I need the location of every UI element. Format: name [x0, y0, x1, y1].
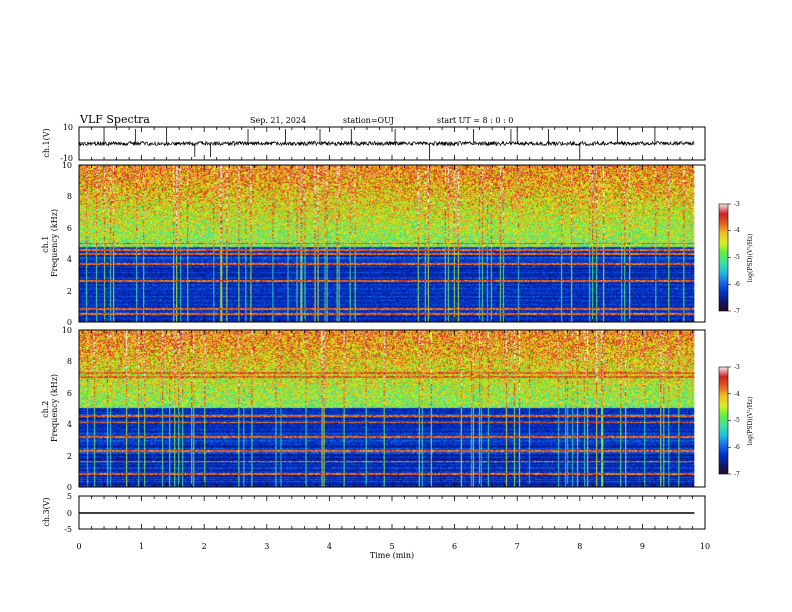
ch2-ytick-6: 6	[67, 389, 72, 398]
ch1-cbar-tick-m6: -6	[734, 281, 740, 288]
ch1-waveform-line	[78, 140, 695, 147]
ch1-colorbar: -3 -4 -5 -6 -7 log(PSD)(V²/Hz)	[718, 201, 754, 315]
ch2-ylabel-channel: ch.2	[41, 401, 50, 418]
xtick-5: 5	[389, 542, 394, 551]
ch1-ytick-10: 10	[62, 161, 72, 170]
ch3-ytick-m5: -5	[64, 525, 72, 534]
ch1-spectrogram-ylabel: ch.1 Frequency (kHz)	[41, 209, 59, 277]
time-axis-label: Time (min)	[370, 551, 414, 560]
ch2-spectrogram-panel: 0 2 4 6 8 10 ch.2 Frequency (kHz)	[41, 326, 706, 492]
ch2-spectrogram-image	[79, 330, 695, 487]
ch1-waveform-spikes	[103, 129, 656, 157]
xtick-0: 0	[76, 542, 81, 551]
ch2-spectrogram-ylabel: ch.2 Frequency (kHz)	[41, 374, 59, 442]
ch1-ytick-8: 8	[67, 192, 72, 201]
ch1-waveform-ticks	[78, 127, 706, 160]
ch1-ytick-6: 6	[67, 224, 72, 233]
ch2-colorbar-label: log(PSD)(V²/Hz)	[747, 397, 754, 446]
ch1-ylabel-channel: ch.1	[41, 236, 50, 253]
ch3-waveform-ylabel: ch.3(V)	[42, 497, 51, 526]
xtick-4: 4	[327, 542, 332, 551]
ch1-spectrogram-yticks: 0 2 4 6 8 10	[62, 161, 72, 327]
ch2-cbar-tick-m5: -5	[734, 417, 740, 424]
xtick-1: 1	[139, 542, 144, 551]
ch3-ytick-5: 5	[67, 492, 72, 501]
ch1-cbar-tick-m3: -3	[734, 201, 740, 208]
figure-station: station=OUJ	[343, 116, 394, 125]
ch2-spectrogram-ticks	[78, 330, 706, 487]
ch1-cbar-tick-m4: -4	[734, 227, 740, 234]
ch1-cbar-tick-m7: -7	[734, 308, 740, 315]
ch2-colorbar: -3 -4 -5 -6 -7 log(PSD)(V²/Hz)	[718, 364, 754, 478]
ch1-colorbar-ticks	[728, 203, 731, 312]
ch2-ytick-8: 8	[67, 357, 72, 366]
ch2-colorbar-scale	[718, 366, 729, 475]
xtick-10: 10	[700, 542, 710, 551]
ch1-spectrogram-image	[79, 165, 695, 322]
ch2-ylabel-frequency: Frequency (kHz)	[50, 374, 59, 442]
xtick-7: 7	[515, 542, 520, 551]
ch1-waveform-panel: 10 -10 ch.1(V)	[42, 123, 706, 163]
ch2-ytick-0: 0	[67, 483, 72, 492]
ch2-cbar-tick-m4: -4	[734, 391, 740, 398]
ch1-ytick-0: 0	[67, 318, 72, 327]
xtick-8: 8	[577, 542, 582, 551]
ch2-cbar-tick-m6: -6	[734, 444, 740, 451]
ch3-waveform-ticks	[78, 496, 706, 529]
xtick-3: 3	[264, 542, 269, 551]
ch1-ytick-2: 2	[67, 287, 72, 296]
ch2-ytick-4: 4	[67, 420, 72, 429]
ch1-ytick-bottom: -10	[60, 154, 73, 163]
ch3-waveform-panel: 5 0 -5 ch.3(V)	[42, 492, 706, 534]
ch2-ytick-10: 10	[62, 326, 72, 335]
ch1-colorbar-label: log(PSD)(V²/Hz)	[747, 234, 754, 283]
ch2-spectrogram-yticks: 0 2 4 6 8 10	[62, 326, 72, 492]
ch2-cbar-tick-m7: -7	[734, 471, 740, 478]
ch1-waveform-ylabel: ch.1(V)	[42, 128, 51, 157]
ch2-cbar-tick-m3: -3	[734, 364, 740, 371]
ch2-ytick-2: 2	[67, 452, 72, 461]
figure-title: VLF Spectra	[79, 113, 150, 126]
ch1-ytick-top: 10	[63, 123, 73, 132]
xtick-9: 9	[640, 542, 645, 551]
ch1-colorbar-scale	[718, 203, 729, 312]
ch1-ytick-4: 4	[67, 255, 72, 264]
figure-start-ut: start UT = 8 : 0 : 0	[437, 116, 513, 125]
xtick-2: 2	[202, 542, 207, 551]
ch3-ytick-0: 0	[67, 509, 72, 518]
figure-date: Sep. 21, 2024	[250, 116, 306, 125]
ch1-cbar-tick-m5: -5	[734, 254, 740, 261]
ch2-colorbar-ticks	[728, 366, 731, 475]
ch1-spectrogram-ticks	[78, 165, 706, 322]
ch1-ylabel-frequency: Frequency (kHz)	[50, 209, 59, 277]
time-axis: 0 1 2 3 4 5 6 7 8 9 10 Time (min)	[76, 542, 710, 560]
ch1-spectrogram-panel: 0 2 4 6 8 10 ch.1 Frequency (kHz)	[41, 161, 706, 327]
xtick-6: 6	[452, 542, 457, 551]
